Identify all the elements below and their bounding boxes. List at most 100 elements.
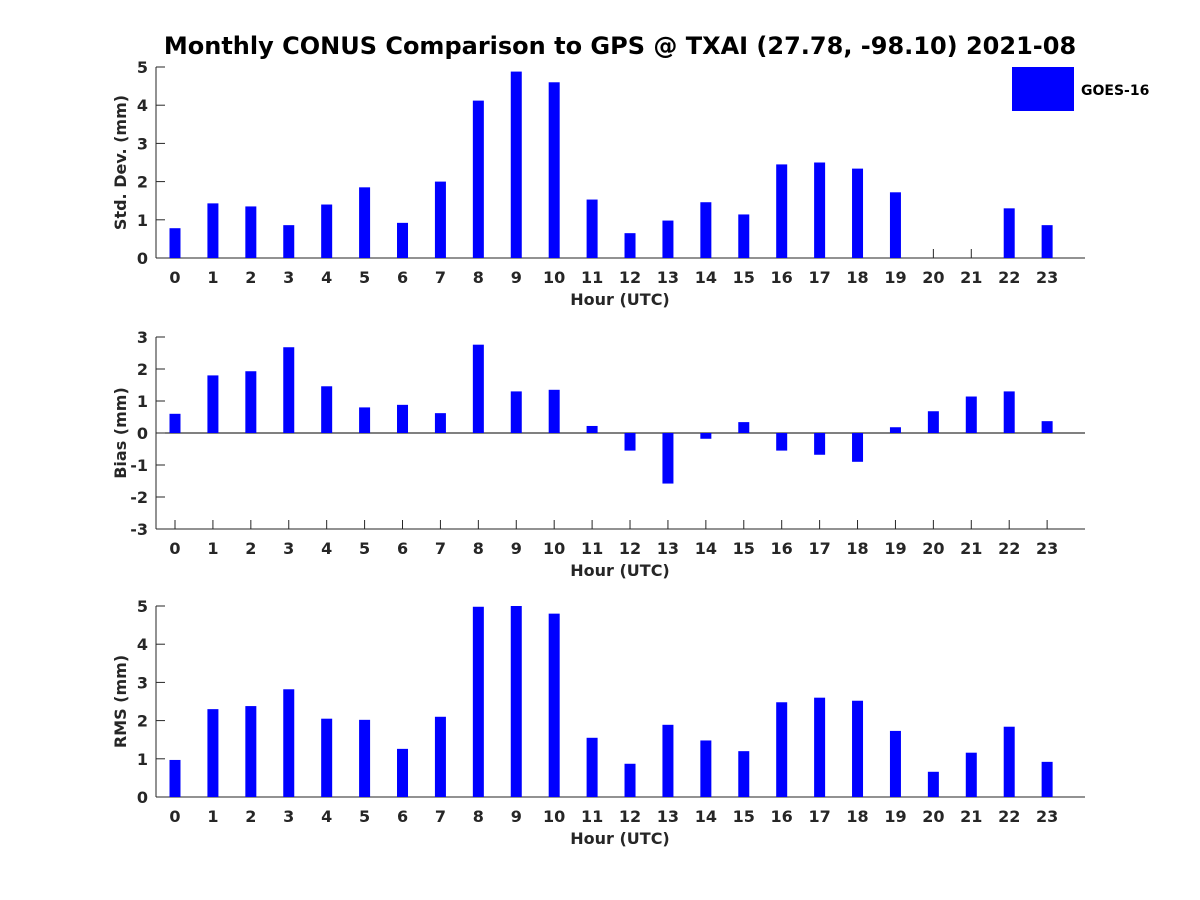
bar [738,751,750,797]
legend-swatch [1012,67,1074,111]
y-tick-label: 4 [137,96,148,115]
y-tick-label: 3 [137,134,148,153]
bar [434,181,446,258]
bar [1041,761,1053,797]
bar [965,396,977,433]
x-tick-label: 22 [998,539,1020,558]
x-tick-label: 19 [884,268,906,287]
bar [700,740,712,797]
bar [548,613,560,797]
bar [472,344,484,433]
x-tick-label: 23 [1036,268,1058,287]
x-tick-label: 5 [359,268,370,287]
x-tick-label: 20 [922,807,944,826]
x-tick-label: 10 [543,268,565,287]
x-tick-label: 12 [619,268,641,287]
bar [852,700,864,797]
y-axis-label: Bias (mm) [111,387,130,479]
bar [814,697,826,797]
bar [814,162,826,258]
bar [662,433,674,484]
y-tick-label: 3 [137,673,148,692]
x-tick-label: 6 [397,807,408,826]
legend: GOES-16 [1012,67,1149,111]
bar [624,233,636,258]
bar [434,716,446,797]
bar [700,202,712,258]
bar [321,204,333,258]
x-tick-label: 9 [511,807,522,826]
bar [472,100,484,258]
x-tick-label: 6 [397,268,408,287]
y-tick-label: 3 [137,328,148,347]
x-tick-label: 14 [695,268,717,287]
x-tick-label: 20 [922,539,944,558]
x-tick-label: 21 [960,807,982,826]
y-tick-label: -2 [130,488,148,507]
bar [586,199,598,258]
bar [927,411,939,433]
x-tick-label: 3 [283,807,294,826]
y-tick-label: -3 [130,520,148,539]
x-tick-label: 7 [435,539,446,558]
bar [1003,391,1015,433]
bar [207,709,219,797]
bar [852,433,864,462]
x-tick-label: 7 [435,268,446,287]
x-tick-label: 22 [998,268,1020,287]
x-tick-label: 4 [321,807,332,826]
x-tick-label: 19 [884,807,906,826]
x-tick-label: 16 [771,268,793,287]
x-tick-label: 2 [245,268,256,287]
x-tick-label: 4 [321,268,332,287]
x-tick-label: 13 [657,539,679,558]
bar [1003,208,1015,258]
x-tick-label: 15 [733,807,755,826]
bar [662,220,674,258]
chart-title: Monthly CONUS Comparison to GPS @ TXAI (… [164,32,1076,60]
x-tick-label: 0 [169,807,180,826]
x-tick-label: 15 [733,268,755,287]
x-tick-label: 1 [207,268,218,287]
bar [662,724,674,797]
y-axis-label: Std. Dev. (mm) [111,95,130,230]
y-tick-label: 0 [137,424,148,443]
x-tick-label: 14 [695,807,717,826]
x-tick-label: 16 [771,539,793,558]
bar [510,606,522,797]
bar [169,413,181,433]
x-tick-label: 21 [960,268,982,287]
bar [472,606,484,797]
x-tick-label: 15 [733,539,755,558]
x-tick-label: 2 [245,539,256,558]
y-tick-label: 1 [137,750,148,769]
bar [927,771,939,797]
bar [245,371,257,433]
x-tick-label: 1 [207,539,218,558]
bar [700,433,712,439]
x-tick-label: 11 [581,807,603,826]
y-tick-label: 5 [137,58,148,77]
x-tick-label: 18 [846,539,868,558]
bar [397,222,409,258]
bar [776,433,788,451]
bar [776,164,788,258]
x-tick-label: 10 [543,539,565,558]
x-tick-label: 20 [922,268,944,287]
x-tick-label: 21 [960,539,982,558]
x-tick-label: 9 [511,268,522,287]
y-tick-label: 5 [137,597,148,616]
x-axis-label: Hour (UTC) [570,561,670,580]
y-tick-label: 2 [137,360,148,379]
bar [245,206,257,258]
x-tick-label: 18 [846,807,868,826]
bar [359,719,371,797]
y-axis-label: RMS (mm) [111,655,130,748]
x-tick-label: 23 [1036,539,1058,558]
bar [965,752,977,797]
